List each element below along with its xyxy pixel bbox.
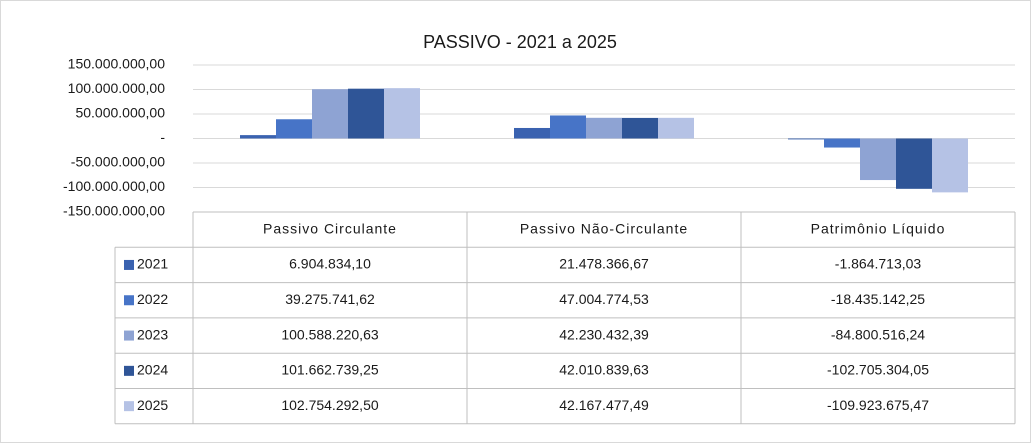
table-cell: 47.004.774,53 — [559, 291, 649, 307]
y-tick-label: -150.000.000,00 — [63, 203, 165, 219]
legend-label: 2024 — [137, 362, 168, 378]
table-cell: -84.800.516,24 — [831, 326, 925, 342]
y-tick-label: 50.000.000,00 — [75, 105, 165, 121]
legend-swatch — [124, 365, 134, 376]
table-cell: 6.904.834,10 — [289, 256, 371, 272]
table-header: Patrimônio Líquido — [811, 220, 946, 236]
legend-label: 2022 — [137, 291, 168, 307]
table-cell: 100.588.220,63 — [281, 326, 379, 342]
table-cell: 42.010.839,63 — [559, 362, 649, 378]
bar — [658, 117, 694, 139]
y-tick-label: - — [160, 129, 165, 145]
bar — [348, 88, 384, 139]
table-cell: -102.705.304,05 — [827, 362, 929, 378]
bar — [586, 117, 622, 139]
table-cell: -18.435.142,25 — [831, 291, 925, 307]
bar — [384, 88, 420, 139]
bar — [788, 138, 824, 140]
bar — [622, 117, 658, 139]
bar — [932, 138, 968, 193]
table-cell: 101.662.739,25 — [281, 362, 379, 378]
chart-title: PASSIVO - 2021 a 2025 — [423, 32, 617, 52]
table-cell: 102.754.292,50 — [281, 397, 379, 413]
table-cell: -109.923.675,47 — [827, 397, 929, 413]
bar — [824, 138, 860, 148]
legend-swatch — [124, 330, 134, 341]
y-tick-label: 100.000.000,00 — [68, 80, 166, 96]
bar — [276, 119, 312, 139]
bar — [896, 138, 932, 189]
table-header: Passivo Não-Circulante — [520, 220, 688, 236]
y-tick-label: -100.000.000,00 — [63, 178, 165, 194]
table-cell: 21.478.366,67 — [559, 256, 649, 272]
legend-label: 2023 — [137, 326, 168, 342]
legend-swatch — [124, 259, 134, 270]
legend-label: 2021 — [137, 256, 168, 272]
legend-swatch — [124, 401, 134, 412]
y-tick-label: -50.000.000,00 — [71, 154, 165, 170]
table-cell: -1.864.713,03 — [835, 256, 922, 272]
table-cell: 42.230.432,39 — [559, 326, 649, 342]
table-cell: 42.167.477,49 — [559, 397, 649, 413]
y-tick-label: 150.000.000,00 — [68, 56, 166, 72]
bar — [514, 127, 550, 139]
bar — [312, 89, 348, 139]
bar — [240, 135, 276, 139]
legend-label: 2025 — [137, 397, 168, 413]
legend-swatch — [124, 295, 134, 306]
bar — [860, 138, 896, 181]
table-header: Passivo Circulante — [263, 220, 397, 236]
bar — [550, 115, 586, 139]
table-cell: 39.275.741,62 — [285, 291, 375, 307]
